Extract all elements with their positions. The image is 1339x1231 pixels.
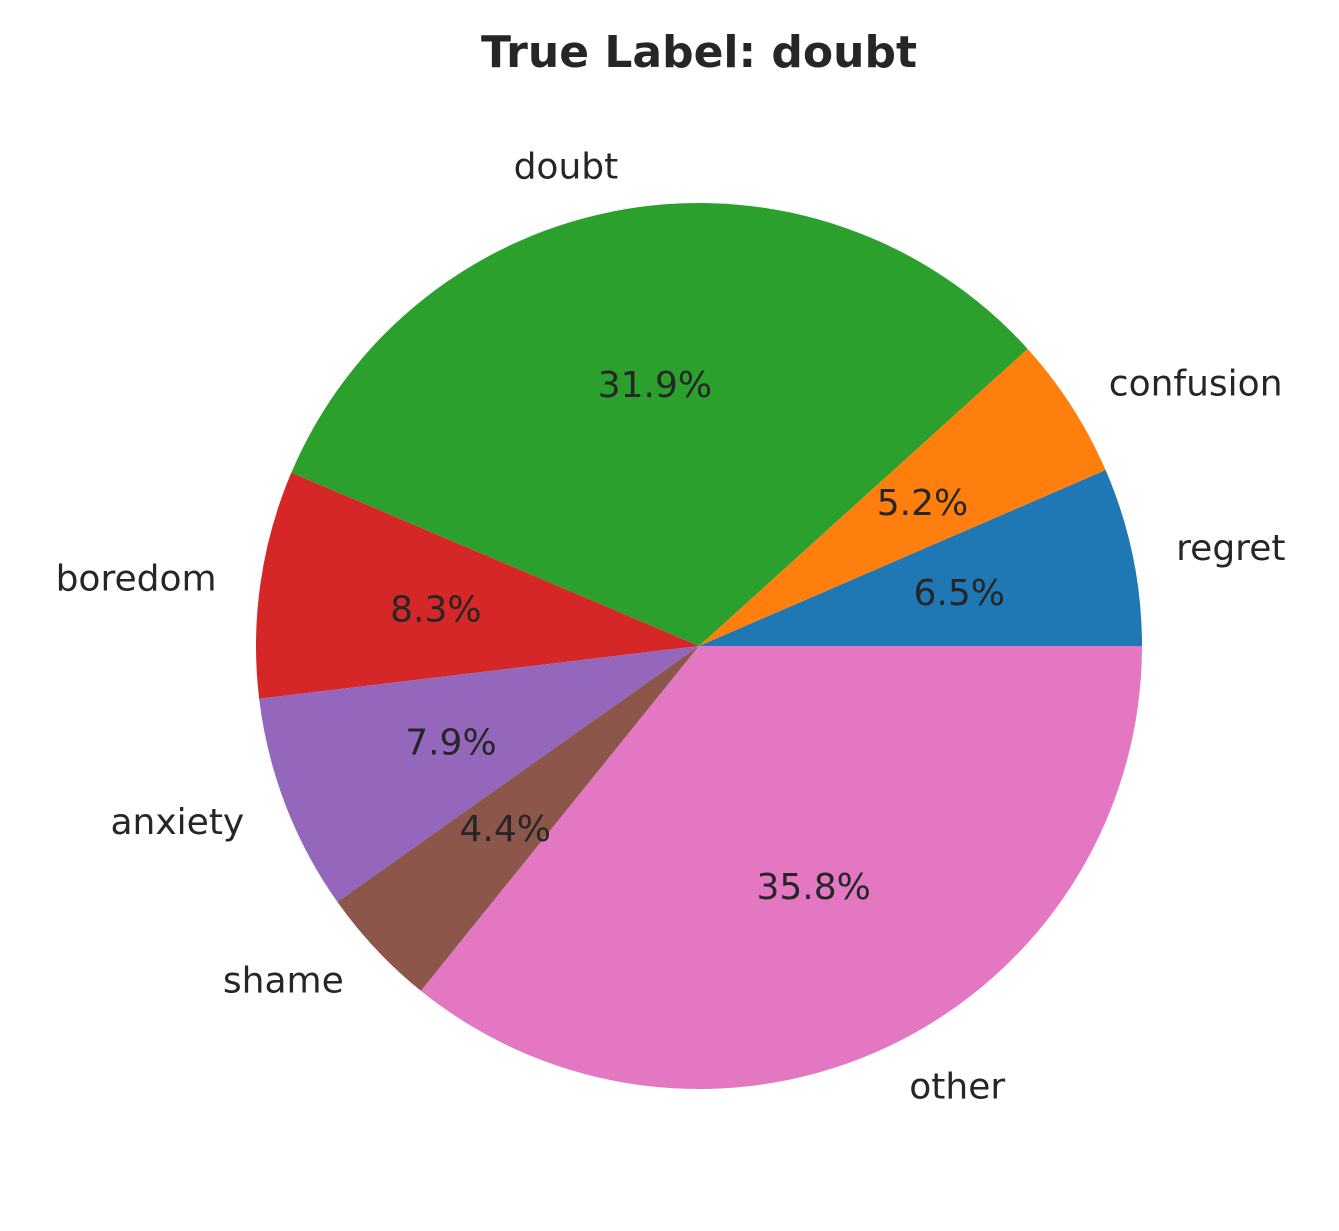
slice-pct-shame: 4.4%	[460, 809, 551, 850]
slice-label-boredom: boredom	[56, 558, 217, 599]
pie-slice-boredom	[255, 472, 700, 699]
slice-label-regret: regret	[1176, 528, 1285, 569]
pie-slice-confusion	[699, 348, 1106, 646]
pie-slice-shame	[337, 646, 699, 991]
pie-slice-other	[420, 646, 1142, 1090]
pie-slice-anxiety	[259, 646, 699, 902]
slice-pct-doubt: 31.9%	[598, 365, 712, 406]
slice-label-shame: shame	[223, 961, 344, 1002]
slice-pct-anxiety: 7.9%	[405, 723, 496, 764]
slice-pct-regret: 6.5%	[914, 573, 1005, 614]
chart-title: True Label: doubt	[481, 27, 917, 78]
pie-labels: regret 6.5% confusion 5.2% doubt 31.9% boredom…	[56, 146, 1286, 1107]
slice-label-anxiety: anxiety	[110, 802, 244, 843]
slice-label-doubt: doubt	[514, 146, 619, 187]
slice-pct-confusion: 5.2%	[877, 483, 968, 524]
slice-label-other: other	[909, 1067, 1005, 1108]
slice-pct-other: 35.8%	[756, 867, 870, 908]
slice-label-confusion: confusion	[1109, 363, 1283, 404]
pie-slice-doubt	[291, 203, 1028, 646]
pie-slices	[255, 203, 1142, 1090]
slice-pct-boredom: 8.3%	[390, 590, 481, 631]
pie-slice-regret	[699, 470, 1142, 646]
